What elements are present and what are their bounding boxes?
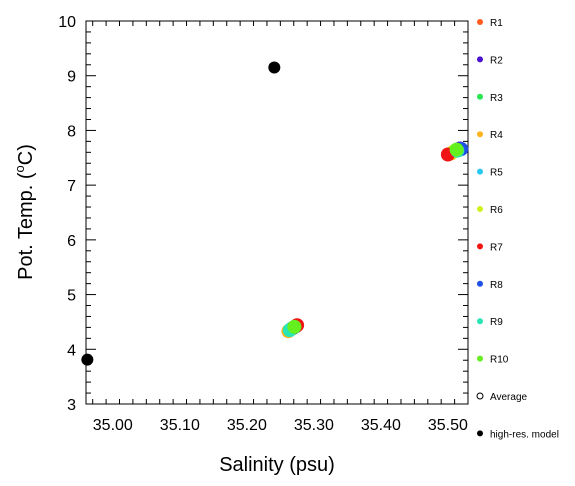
legend-label-r3: R3 [490,93,503,104]
point-r10 [449,142,464,157]
x-tick-label: 35.10 [160,417,200,434]
legend-marker-r6 [477,206,483,212]
legend-marker-r5 [477,168,483,175]
y-tick-label: 9 [67,69,76,86]
legend-label-r5: R5 [490,168,503,179]
x-tick-label: 35.30 [294,417,334,434]
legend-label-r10: R10 [490,355,509,366]
axis-ticks [86,20,469,405]
y-tick-label: 5 [67,288,76,305]
axis-tick-labels: 35.00 35.10 35.20 35.30 35.40 35.50 3 4 5 6 7 8 9 10 [58,14,468,434]
data-points [81,61,469,366]
y-tick-label: 3 [67,397,76,414]
y-axis-title-degree: o [12,165,27,172]
plot-frame [85,20,469,405]
x-tick-label: 35.50 [428,417,468,434]
x-tick-label: 35.20 [227,417,267,434]
legend-marker-high-res-model [477,430,483,437]
legend-marker-average [476,392,484,400]
legend-marker-r3 [477,93,483,100]
legend-marker-r1 [477,19,483,25]
y-tick-label: 7 [67,178,76,195]
y-axis-title-prefix: Pot. Temp. ( [15,172,37,280]
point-high-res-model [81,353,94,366]
legend-marker-r2 [477,56,483,63]
legend-marker-r7 [477,243,483,250]
legend-marker-r10 [477,355,483,362]
legend-marker-r4 [477,131,483,138]
y-tick-label: 8 [67,123,76,140]
legend-label-r2: R2 [490,55,503,66]
legend-label-r9: R9 [490,317,503,328]
legend-label-r8: R8 [490,280,503,291]
legend-label-high-res-model: high-res. model [490,429,559,440]
y-tick-label: 6 [67,233,76,250]
x-tick-label: 35.40 [361,417,401,434]
y-tick-label: 4 [67,342,76,359]
y-tick-label: 10 [58,14,76,31]
y-axis-title-suffix: C) [15,144,37,165]
legend-label-r7: R7 [490,242,503,253]
legend-label-r4: R4 [490,130,503,141]
legend: R1 R2 R3 R4 R5 R6 R7 R8 R9 R10 Average high-res. mo… [476,18,559,440]
y-axis-title: Pot. Temp. (oC) [12,144,37,280]
x-axis-title: Salinity (psu) [219,454,335,476]
legend-marker-r9 [477,318,483,325]
x-tick-label: 35.00 [93,417,133,434]
point-r10 [287,319,302,334]
legend-label-average: Average [490,392,528,403]
point-high-res-model [268,61,281,74]
legend-marker-r8 [477,280,483,287]
legend-label-r6: R6 [490,205,503,216]
legend-label-r1: R1 [490,18,503,29]
